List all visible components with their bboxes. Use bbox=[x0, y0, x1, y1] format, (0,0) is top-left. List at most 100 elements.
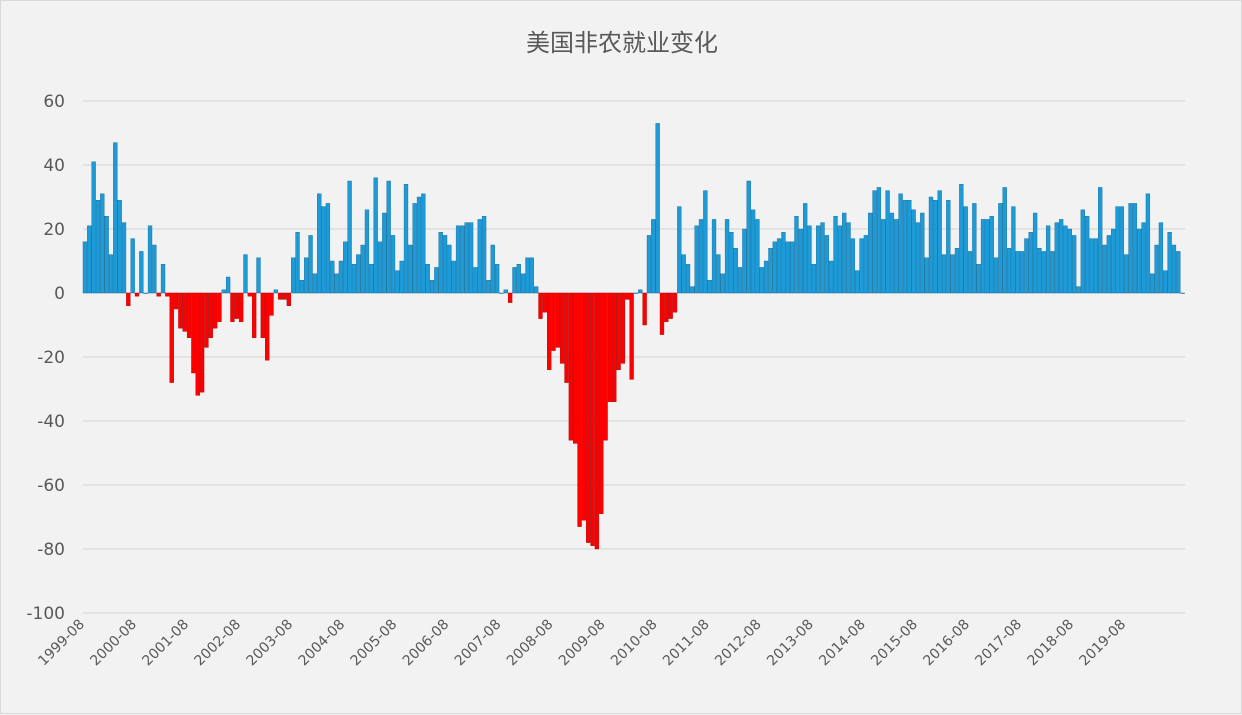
bar bbox=[677, 206, 682, 294]
bar bbox=[468, 222, 474, 294]
bar bbox=[199, 292, 205, 393]
bar bbox=[698, 219, 704, 294]
bar bbox=[672, 292, 678, 313]
bar bbox=[87, 225, 92, 294]
bar bbox=[260, 292, 265, 338]
bar bbox=[121, 222, 127, 294]
x-tick-label: 2010-08 bbox=[608, 617, 661, 670]
bar bbox=[308, 235, 313, 294]
bar bbox=[390, 235, 396, 294]
bar bbox=[577, 292, 582, 527]
bar bbox=[286, 292, 292, 307]
bar bbox=[134, 292, 140, 297]
x-tick-label: 2003-08 bbox=[244, 617, 297, 670]
bar bbox=[126, 292, 131, 307]
bar bbox=[859, 238, 864, 294]
bar bbox=[1180, 292, 1185, 294]
bar bbox=[759, 267, 764, 294]
bar bbox=[317, 193, 322, 294]
bar bbox=[989, 215, 994, 294]
bar bbox=[1132, 203, 1138, 294]
bar bbox=[1111, 228, 1116, 294]
bar bbox=[776, 238, 782, 294]
bar bbox=[95, 199, 101, 294]
bar bbox=[842, 212, 847, 294]
bar bbox=[1115, 206, 1120, 294]
bar bbox=[612, 292, 617, 403]
bar bbox=[1167, 231, 1172, 294]
bar bbox=[113, 142, 118, 294]
bar bbox=[182, 292, 187, 332]
bar bbox=[1124, 254, 1129, 294]
x-tick-label: 2018-08 bbox=[1025, 617, 1078, 670]
bar bbox=[573, 292, 578, 444]
bar bbox=[768, 247, 773, 294]
bar bbox=[1011, 206, 1016, 294]
bar bbox=[894, 219, 899, 294]
bar bbox=[616, 292, 621, 371]
bar bbox=[234, 292, 239, 319]
bar bbox=[581, 292, 587, 521]
bar bbox=[351, 264, 357, 294]
bar bbox=[1158, 222, 1164, 294]
x-tick-label: 2008-08 bbox=[504, 617, 557, 670]
bar bbox=[655, 123, 660, 294]
bar bbox=[941, 254, 947, 294]
bar bbox=[629, 292, 634, 380]
bar bbox=[846, 222, 851, 294]
bar bbox=[863, 235, 869, 294]
bar bbox=[421, 193, 426, 294]
bar bbox=[360, 244, 365, 294]
bar bbox=[651, 219, 656, 294]
bar bbox=[265, 292, 270, 361]
bar bbox=[104, 215, 109, 294]
bar bbox=[100, 193, 105, 294]
bar bbox=[169, 292, 174, 383]
bar bbox=[256, 257, 261, 294]
x-tick-label: 2006-08 bbox=[400, 617, 453, 670]
bar bbox=[972, 203, 977, 294]
bar bbox=[1098, 187, 1103, 294]
bar bbox=[521, 273, 526, 294]
bar bbox=[590, 292, 595, 547]
y-tick-label: 20 bbox=[43, 220, 65, 240]
bar bbox=[954, 247, 960, 294]
bar bbox=[139, 251, 144, 294]
bar bbox=[915, 222, 921, 294]
bar bbox=[889, 212, 895, 294]
bar bbox=[1163, 270, 1168, 294]
bar bbox=[1154, 244, 1159, 294]
bar bbox=[152, 244, 157, 294]
bar bbox=[373, 177, 378, 294]
x-tick-label: 2011-08 bbox=[660, 617, 713, 670]
bar bbox=[364, 209, 370, 294]
bar bbox=[156, 292, 161, 297]
bar bbox=[208, 292, 213, 338]
bar bbox=[1024, 238, 1029, 294]
bar bbox=[833, 215, 838, 294]
bar bbox=[538, 292, 543, 319]
bar bbox=[872, 190, 877, 294]
bar bbox=[998, 203, 1003, 294]
bar bbox=[304, 257, 309, 294]
bar bbox=[534, 286, 539, 294]
x-tick-label: 2002-08 bbox=[192, 617, 245, 670]
bar bbox=[403, 183, 409, 294]
bar bbox=[334, 273, 339, 294]
bar bbox=[429, 280, 435, 294]
bar bbox=[481, 215, 487, 294]
y-tick-label: 0 bbox=[54, 284, 65, 304]
bar bbox=[794, 215, 799, 294]
bar bbox=[716, 254, 721, 294]
bar bbox=[1054, 222, 1059, 294]
bar bbox=[885, 190, 890, 294]
bar bbox=[486, 280, 491, 294]
bar bbox=[560, 292, 565, 364]
bar bbox=[195, 292, 200, 396]
bar bbox=[1102, 244, 1107, 294]
bar bbox=[460, 225, 465, 294]
bar bbox=[733, 247, 738, 294]
y-tick-label: -80 bbox=[37, 540, 65, 560]
bar bbox=[824, 235, 830, 294]
